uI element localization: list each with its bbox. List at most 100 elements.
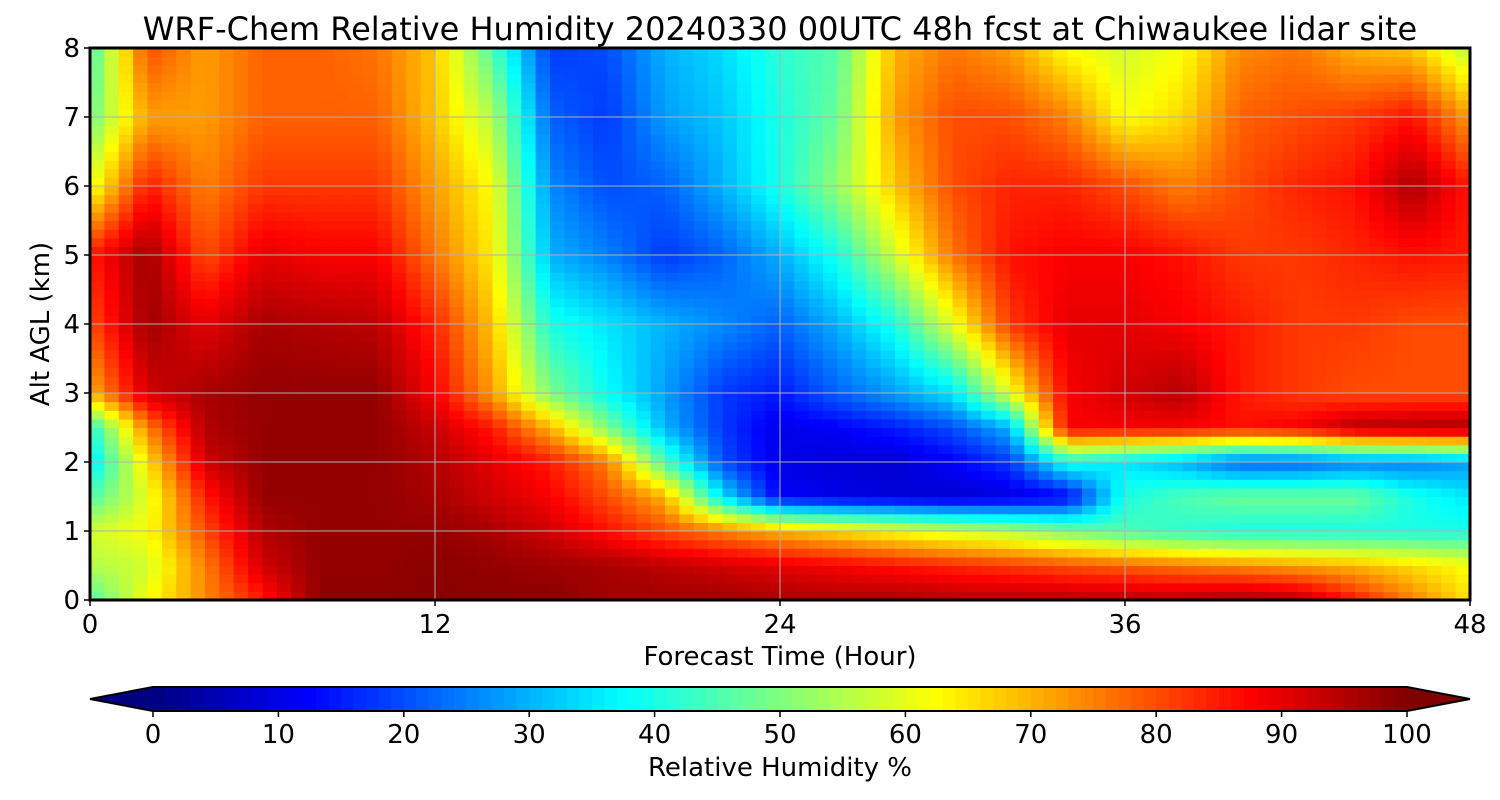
heatmap-cell [1096, 565, 1112, 575]
heatmap-cell [1369, 375, 1385, 385]
heatmap-cell [837, 177, 853, 187]
heatmap-cell [1268, 229, 1284, 239]
heatmap-cell [1168, 367, 1184, 377]
heatmap-cell [780, 444, 795, 454]
heatmap-cell [1110, 410, 1126, 420]
heatmap-cell [808, 229, 824, 239]
heatmap-cell [780, 211, 795, 222]
heatmap-cell [262, 375, 278, 385]
heatmap-cell [981, 539, 997, 549]
heatmap-cell [1283, 393, 1299, 403]
heatmap-cell [1340, 255, 1356, 265]
heatmap-cell [334, 168, 350, 178]
heatmap-cell [406, 263, 422, 273]
heatmap-cell [262, 582, 278, 592]
heatmap-cell [1053, 556, 1069, 567]
heatmap-cell [1426, 393, 1442, 403]
heatmap-cell [233, 272, 249, 282]
heatmap-cell [1268, 220, 1284, 230]
heatmap-cell [1254, 255, 1270, 265]
heatmap-cell [1053, 539, 1069, 549]
heatmap-cell [665, 298, 680, 308]
heatmap-cell [190, 220, 206, 230]
heatmap-cell [176, 237, 192, 247]
heatmap-cell [1398, 246, 1414, 256]
heatmap-cell [1441, 522, 1457, 532]
heatmap-cell [1225, 186, 1241, 196]
heatmap-cell [895, 384, 910, 394]
heatmap-cell [1168, 479, 1184, 489]
heatmap-cell [1240, 272, 1255, 282]
heatmap-cell [478, 453, 494, 463]
heatmap-cell [420, 582, 436, 592]
heatmap-cell [1125, 367, 1140, 377]
heatmap-cell [751, 565, 767, 575]
heatmap-cell [1168, 513, 1184, 523]
heatmap-cell [305, 289, 321, 299]
heatmap-cell [1053, 332, 1069, 342]
heatmap-cell [205, 324, 220, 334]
heatmap-cell [291, 556, 307, 567]
heatmap-cell [593, 462, 609, 472]
heatmap-cell [1024, 151, 1040, 161]
heatmap-cell [449, 574, 465, 584]
heatmap-cell [966, 470, 982, 480]
heatmap-cell [621, 229, 637, 239]
heatmap-cell [90, 505, 105, 515]
heatmap-cell [305, 565, 321, 575]
heatmap-cell [1211, 582, 1227, 592]
heatmap-cell [995, 151, 1011, 161]
heatmap-cell [435, 375, 450, 385]
heatmap-cell [233, 496, 249, 506]
heatmap-cell [952, 289, 968, 299]
heatmap-cell [1311, 255, 1327, 265]
heatmap-cell [1369, 151, 1385, 161]
heatmap-cell [1355, 582, 1370, 592]
heatmap-cell [650, 531, 666, 541]
heatmap-cell [722, 556, 738, 567]
heatmap-cell [1110, 436, 1126, 446]
heatmap-cell [636, 410, 652, 420]
heatmap-cell [1096, 289, 1112, 299]
heatmap-cell [578, 496, 594, 506]
heatmap-cell [909, 487, 925, 498]
heatmap-cell [923, 306, 939, 316]
heatmap-cell [161, 298, 177, 308]
heatmap-cell [607, 263, 623, 273]
heatmap-cell [1153, 539, 1169, 549]
heatmap-cell [808, 289, 824, 299]
heatmap-cell [463, 565, 479, 575]
heatmap-cell [1081, 548, 1097, 558]
heatmap-cell [823, 246, 839, 256]
heatmap-cell [851, 565, 867, 575]
heatmap-cell [1355, 263, 1370, 273]
heatmap-cell [751, 556, 767, 567]
heatmap-cell [607, 436, 623, 446]
heatmap-cell [276, 513, 292, 523]
heatmap-cell [377, 168, 393, 178]
heatmap-cell [1398, 418, 1414, 429]
heatmap-cell [535, 401, 551, 411]
heatmap-cell [837, 539, 853, 549]
heatmap-cell [564, 582, 580, 592]
heatmap-cell [1153, 462, 1169, 472]
heatmap-cell [751, 444, 767, 454]
heatmap-cell [636, 203, 652, 213]
heatmap-cell [1211, 229, 1227, 239]
heatmap-cell [90, 324, 105, 334]
heatmap-cell [176, 436, 192, 446]
heatmap-cell [665, 436, 680, 446]
heatmap-cell [1340, 263, 1356, 273]
heatmap-cell [1398, 401, 1414, 411]
heatmap-cell [1441, 349, 1457, 360]
heatmap-cell [693, 306, 709, 316]
heatmap-cell [492, 375, 508, 385]
heatmap-cell [1139, 384, 1155, 394]
heatmap-cell [233, 332, 249, 342]
heatmap-cell [1455, 211, 1470, 222]
heatmap-cell [449, 194, 465, 204]
heatmap-cell [1067, 229, 1083, 239]
heatmap-cell [90, 462, 105, 472]
heatmap-cell [363, 306, 379, 316]
heatmap-cell [578, 349, 594, 360]
